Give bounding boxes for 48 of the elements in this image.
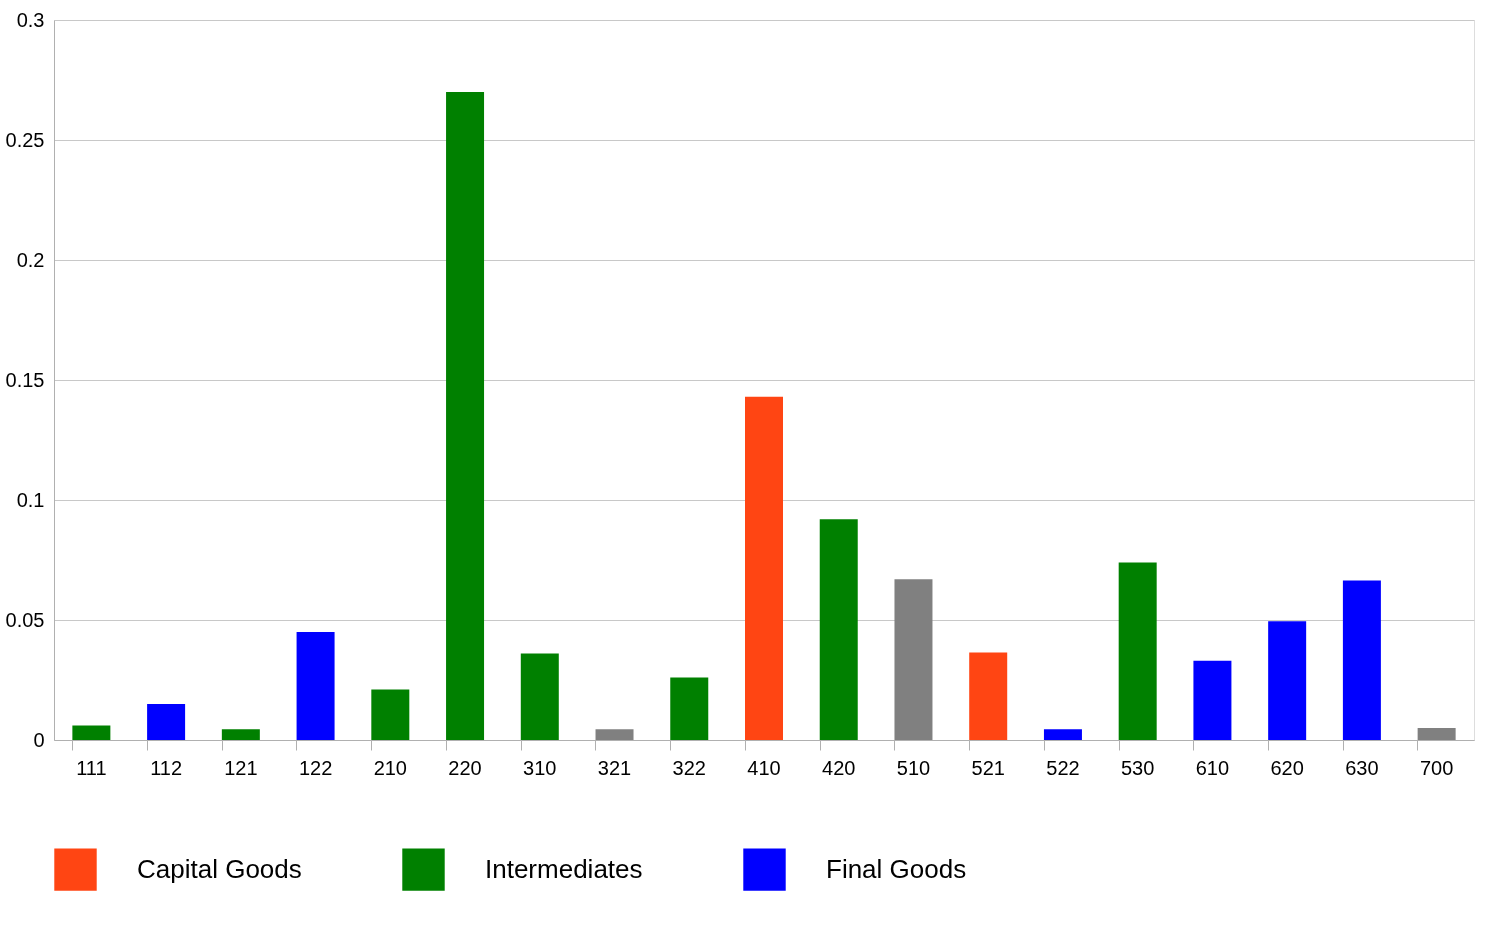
bar bbox=[296, 632, 335, 740]
bar bbox=[147, 704, 186, 740]
x-tick-label: 310 bbox=[523, 756, 557, 779]
x-tick-label: 420 bbox=[822, 756, 856, 779]
x-tick-label: 112 bbox=[150, 756, 183, 779]
bar bbox=[1268, 621, 1307, 740]
legend-label: Final Goods bbox=[826, 853, 967, 884]
bar bbox=[446, 92, 485, 740]
bar bbox=[1417, 728, 1456, 740]
x-tick-label: 530 bbox=[1121, 756, 1155, 779]
x-tick-label: 121 bbox=[224, 756, 258, 779]
x-tick-label: 521 bbox=[971, 756, 1005, 779]
legend-label: Capital Goods bbox=[137, 853, 302, 884]
bar bbox=[1043, 729, 1082, 740]
x-tick-label: 322 bbox=[672, 756, 706, 779]
bar bbox=[72, 725, 111, 740]
x-tick-label: 620 bbox=[1270, 756, 1304, 779]
y-tick-label: 0.25 bbox=[5, 128, 45, 151]
bar bbox=[894, 579, 933, 740]
x-tick-label: 630 bbox=[1345, 756, 1379, 779]
y-tick-label: 0.3 bbox=[16, 8, 45, 31]
y-tick-label: 0.15 bbox=[5, 368, 45, 391]
x-tick-label: 510 bbox=[896, 756, 931, 779]
y-tick-label: 0.05 bbox=[5, 608, 45, 631]
x-tick-label: 700 bbox=[1419, 756, 1454, 779]
x-tick-label: 321 bbox=[597, 756, 632, 779]
x-tick-label: 220 bbox=[448, 756, 482, 779]
bar bbox=[595, 729, 634, 740]
x-tick-label: 522 bbox=[1046, 756, 1080, 779]
bar bbox=[1342, 580, 1381, 740]
x-tick-label: 111 bbox=[76, 756, 107, 779]
x-tick-label: 610 bbox=[1195, 756, 1230, 779]
bar bbox=[745, 396, 783, 740]
y-tick-label: 0.1 bbox=[16, 488, 45, 511]
y-tick-label: 0 bbox=[33, 728, 45, 751]
bar bbox=[670, 677, 709, 740]
bar bbox=[819, 519, 858, 740]
bar bbox=[1118, 562, 1157, 740]
x-tick-label: 410 bbox=[747, 756, 781, 779]
y-tick-label: 0.2 bbox=[16, 248, 45, 271]
bar bbox=[221, 729, 260, 740]
x-tick-label: 210 bbox=[373, 756, 407, 779]
x-tick-label: 122 bbox=[298, 756, 333, 779]
bar bbox=[520, 653, 559, 740]
bar bbox=[371, 689, 410, 740]
bar bbox=[969, 652, 1008, 740]
bar bbox=[1193, 660, 1232, 740]
legend-label: Intermediates bbox=[485, 853, 643, 884]
